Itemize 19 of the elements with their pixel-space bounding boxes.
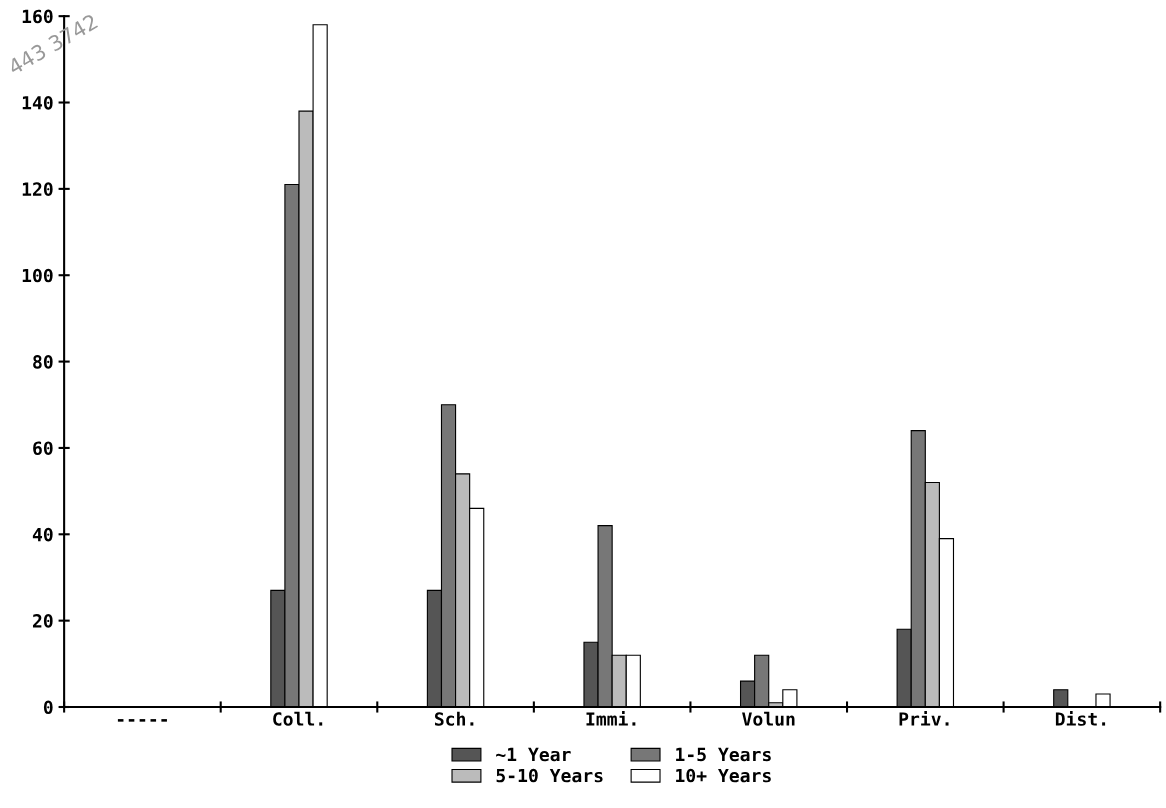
- x-tick-label: Coll.: [273, 711, 323, 726]
- y-tick-label: 120: [22, 182, 53, 196]
- x-tick-label: Immi.: [586, 710, 636, 726]
- x-tick-label: Sch.: [434, 711, 474, 726]
- y-tick-label: 0: [43, 700, 53, 715]
- x-tick-label: Priv.: [899, 710, 949, 726]
- x-tick-label: Volun: [742, 711, 795, 726]
- y-tick-label: 40: [32, 527, 53, 542]
- y-tick-label: 100: [22, 268, 53, 283]
- x-tick-label: Dist.: [1055, 710, 1106, 726]
- legend-label: 1-5 Years: [676, 747, 771, 762]
- legend-label: 5-10 Years: [496, 768, 603, 783]
- x-tick-label: -----: [117, 719, 167, 722]
- legend-label: ~1 Year: [496, 747, 571, 762]
- y-tick-label: 60: [33, 441, 53, 456]
- y-tick-label: 80: [33, 355, 53, 369]
- legend-label: 10+ Years: [676, 768, 771, 783]
- y-tick-label: 20: [32, 614, 53, 628]
- y-tick-label: 140: [22, 95, 53, 110]
